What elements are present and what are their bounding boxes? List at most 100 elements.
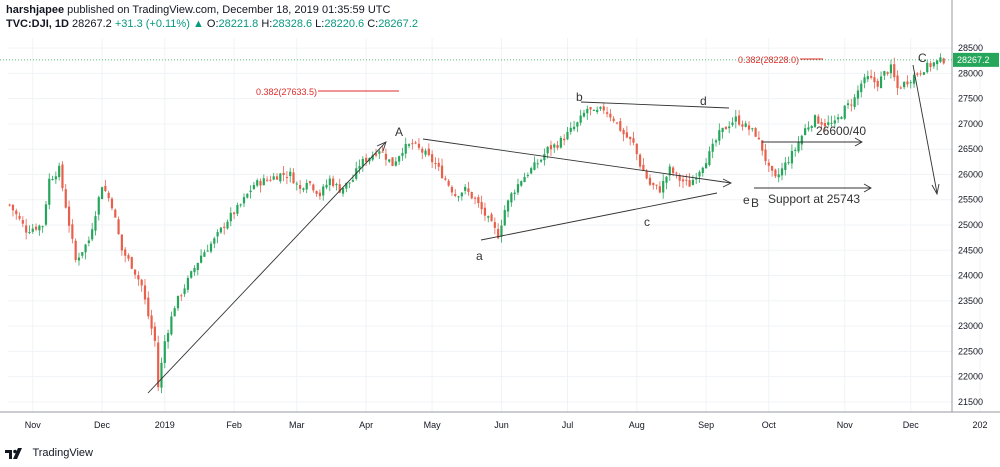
candle bbox=[467, 181, 470, 196]
x-tick-label: Nov bbox=[837, 420, 854, 430]
candle bbox=[510, 191, 513, 207]
candle bbox=[599, 106, 602, 112]
y-tick-label: 26000 bbox=[958, 169, 983, 179]
price-axis[interactable]: 21500 22000 22500 23000 23500 24000 24500 25000… bbox=[958, 43, 983, 407]
trendline-A-to-e bbox=[422, 138, 732, 184]
tradingview-brand[interactable]: TradingView bbox=[32, 446, 93, 459]
candle bbox=[398, 155, 401, 166]
candle bbox=[539, 158, 543, 163]
candle bbox=[437, 158, 440, 171]
candle bbox=[444, 175, 447, 181]
candle bbox=[780, 162, 784, 181]
price-change: +31.3 (+0.11%) bbox=[114, 18, 190, 30]
candle bbox=[632, 131, 635, 146]
candle bbox=[388, 159, 391, 163]
candle bbox=[470, 191, 473, 200]
candle bbox=[378, 149, 381, 159]
candle bbox=[71, 219, 74, 244]
y-tick-label: 22500 bbox=[958, 346, 983, 356]
candle bbox=[124, 247, 127, 263]
candle bbox=[734, 109, 737, 129]
candle bbox=[596, 106, 599, 115]
candle bbox=[328, 175, 331, 192]
x-tick-label: 202 bbox=[973, 420, 988, 430]
candle bbox=[761, 140, 764, 156]
time-axis[interactable]: Nov Dec 2019 Feb Mar Apr May Jun Jul Aug Sep Oct Nov… bbox=[25, 420, 988, 430]
candle bbox=[74, 238, 77, 263]
candle bbox=[866, 70, 869, 83]
candle bbox=[15, 208, 18, 220]
candle bbox=[916, 72, 919, 77]
candle bbox=[658, 181, 661, 194]
candle bbox=[305, 179, 308, 194]
author-name[interactable]: harshjapee bbox=[6, 4, 65, 16]
candle bbox=[295, 181, 298, 191]
candle bbox=[8, 203, 11, 207]
arrowhead-projection bbox=[931, 183, 940, 196]
candle bbox=[549, 140, 553, 157]
candle bbox=[691, 175, 694, 186]
candle bbox=[810, 124, 813, 132]
candle bbox=[932, 61, 935, 69]
candle bbox=[856, 85, 860, 106]
published-text: published on TradingView.com, December 1… bbox=[67, 4, 391, 16]
candle bbox=[685, 174, 688, 186]
candle bbox=[170, 311, 173, 336]
candle bbox=[912, 73, 916, 88]
x-tick-label: May bbox=[424, 420, 442, 430]
candle bbox=[754, 127, 757, 138]
candle bbox=[909, 80, 912, 89]
candle bbox=[724, 126, 728, 130]
candle bbox=[404, 137, 407, 159]
candle bbox=[800, 134, 803, 151]
y-tick-label: 28500 bbox=[958, 43, 983, 53]
candle bbox=[457, 195, 460, 202]
y-tick-label: 25000 bbox=[958, 220, 983, 230]
wave-label-B: B bbox=[751, 196, 759, 210]
candle bbox=[553, 143, 556, 153]
candle bbox=[523, 172, 526, 183]
candle bbox=[94, 211, 97, 236]
candle bbox=[774, 168, 777, 179]
candle bbox=[186, 275, 189, 293]
candle bbox=[827, 115, 830, 127]
candle bbox=[589, 106, 592, 116]
last-price-tag bbox=[953, 52, 999, 67]
candle bbox=[883, 70, 886, 81]
low-label: L: bbox=[315, 18, 325, 30]
candle bbox=[922, 71, 926, 76]
candle bbox=[804, 124, 807, 136]
candle bbox=[315, 190, 318, 197]
arrowhead-e-upper bbox=[722, 178, 733, 188]
candle bbox=[140, 278, 143, 292]
candle bbox=[533, 156, 536, 171]
candle bbox=[312, 183, 315, 193]
candle bbox=[718, 123, 721, 145]
candle bbox=[259, 178, 262, 193]
candle bbox=[21, 216, 24, 228]
candle bbox=[506, 199, 510, 218]
candle bbox=[282, 166, 285, 182]
candle bbox=[417, 138, 421, 151]
candle bbox=[332, 175, 335, 188]
candle bbox=[879, 71, 883, 89]
candle bbox=[440, 158, 444, 179]
candle bbox=[936, 60, 939, 71]
candle bbox=[454, 189, 457, 198]
candle bbox=[536, 159, 539, 169]
candle bbox=[246, 193, 249, 199]
candle bbox=[137, 271, 140, 286]
candle bbox=[229, 207, 232, 227]
candle bbox=[850, 98, 853, 112]
candle bbox=[586, 105, 589, 120]
x-tick-label: Mar bbox=[289, 420, 305, 430]
wave-label-A: A bbox=[395, 125, 403, 139]
up-triangle-icon: ▲ bbox=[192, 18, 204, 30]
candle bbox=[764, 143, 767, 166]
tradingview-logo-icon[interactable] bbox=[4, 446, 24, 460]
candle bbox=[889, 60, 893, 79]
candle bbox=[322, 184, 325, 201]
candle bbox=[642, 158, 645, 172]
candle bbox=[771, 165, 774, 177]
